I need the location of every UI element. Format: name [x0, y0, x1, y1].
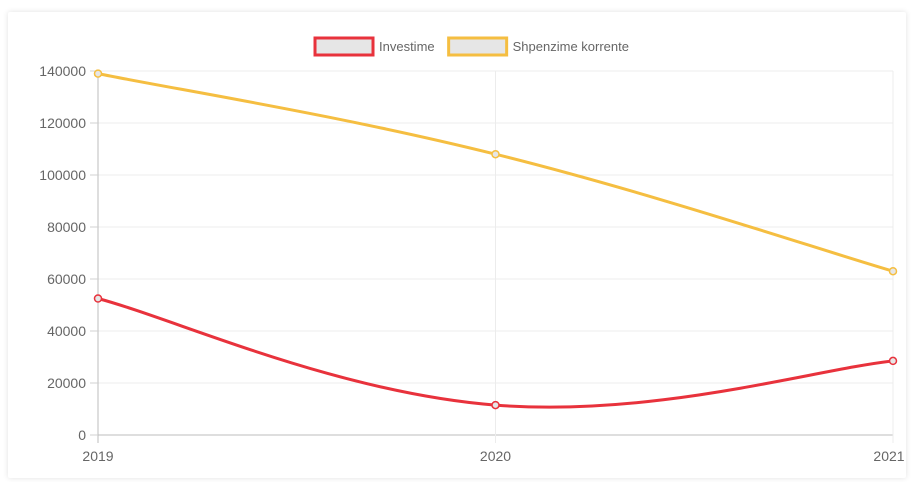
legend-swatch: [313, 36, 375, 57]
series-lines: [93, 69, 898, 410]
y-tick-label: 60000: [47, 271, 86, 287]
data-point: [93, 294, 103, 303]
x-tick-label: 2021: [873, 448, 904, 464]
data-point: [491, 149, 500, 159]
grid: [97, 70, 894, 443]
y-tick-label: 40000: [47, 323, 86, 339]
x-tick-label: 2019: [82, 448, 113, 464]
y-tick-label: 120000: [39, 115, 86, 131]
legend[interactable]: Investime Shpenzime korrente: [313, 36, 629, 57]
data-point: [93, 69, 103, 78]
y-tick-label: 20000: [47, 375, 86, 391]
data-point: [491, 400, 500, 410]
legend-swatch: [447, 36, 509, 57]
legend-item[interactable]: Shpenzime korrente: [447, 36, 629, 57]
legend-label: Investime: [379, 39, 435, 54]
data-point: [888, 356, 898, 366]
y-tick-label: 140000: [39, 63, 86, 79]
x-tick-label: 2020: [480, 448, 511, 464]
legend-item[interactable]: Investime: [313, 36, 435, 57]
y-tick-label: 80000: [47, 219, 86, 235]
legend-label: Shpenzime korrente: [513, 39, 629, 54]
y-tick-label: 100000: [39, 167, 86, 183]
y-tick-label: 0: [78, 427, 86, 443]
data-point: [888, 266, 898, 276]
axes: 0 20000 40000 60000 80000 100000 120000 140000 2…: [39, 63, 904, 464]
